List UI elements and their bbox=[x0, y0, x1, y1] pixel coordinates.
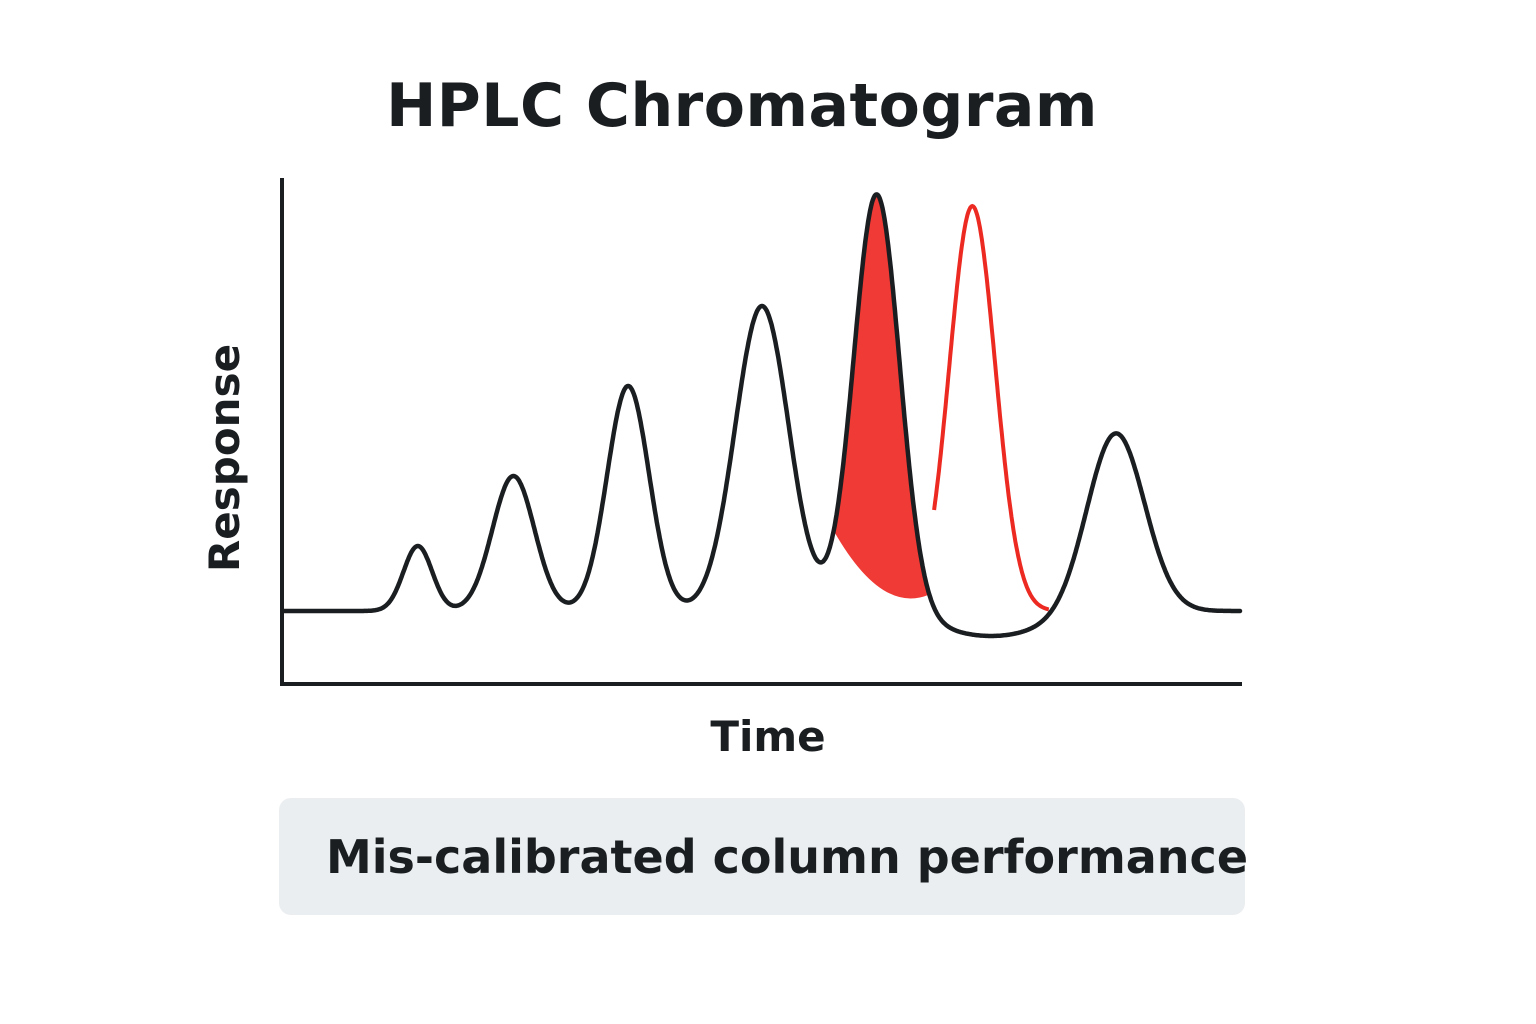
shifted-peak-line bbox=[932, 203, 1050, 612]
y-axis-label: Response bbox=[200, 343, 249, 573]
chart-title: HPLC Chromatogram bbox=[386, 71, 1098, 141]
chromatogram-line bbox=[281, 192, 1243, 639]
caption-box: Mis-calibrated column performance bbox=[279, 798, 1249, 915]
caption-text: Mis-calibrated column performance bbox=[326, 830, 1249, 884]
highlighted-peak-area bbox=[833, 194, 930, 599]
x-axis-label: Time bbox=[710, 712, 826, 761]
